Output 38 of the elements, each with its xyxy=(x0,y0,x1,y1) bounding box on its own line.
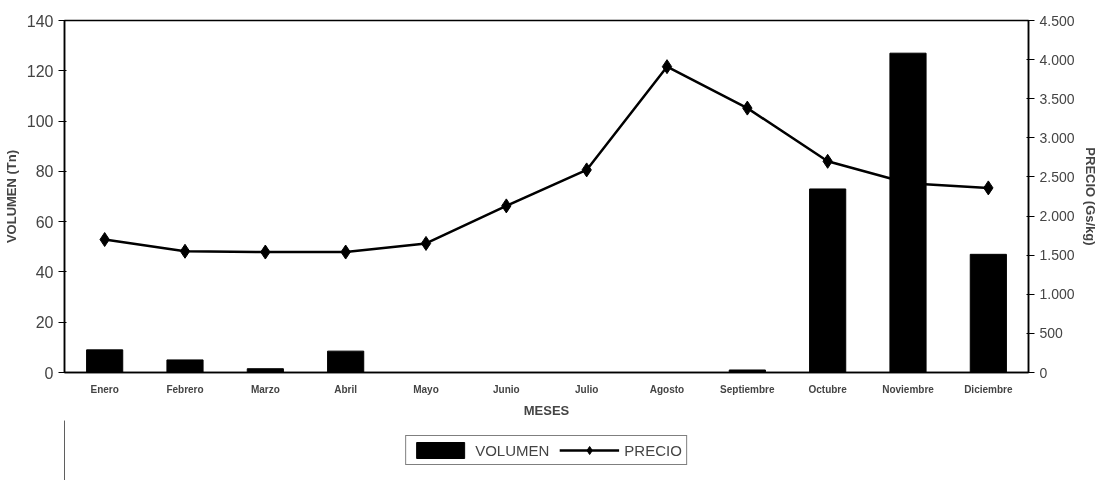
y-tick-label: 120 xyxy=(26,62,54,80)
x-tick-label: Agosto xyxy=(649,383,685,395)
y2-tick-label: 3.500 xyxy=(1039,90,1075,107)
legend-label: PRECIO xyxy=(624,441,682,459)
point xyxy=(661,59,673,75)
x-tick-label: Julio xyxy=(575,383,599,395)
x-axis-title: MESES xyxy=(523,402,570,418)
y2-tick-label: 3.000 xyxy=(1039,129,1075,146)
x-tick-label: Enero xyxy=(90,383,119,395)
y-axis-title: VOLUMEN (Tn) xyxy=(3,149,19,244)
y-tick-label: 140 xyxy=(26,12,54,30)
y2-tick-label: 2.000 xyxy=(1039,208,1075,225)
point xyxy=(420,235,432,251)
y-tick-label: 100 xyxy=(26,113,54,131)
y-tick-label: 60 xyxy=(35,213,54,231)
x-tick-label: Noviembre xyxy=(882,383,935,395)
legend-label: VOLUMEN xyxy=(475,441,550,459)
x-tick-label: Febrero xyxy=(166,383,204,395)
point xyxy=(179,243,191,259)
y2-axis-title: PRECIO (Gs/kg) xyxy=(1082,147,1098,246)
y2-tick-label: 4.000 xyxy=(1039,51,1075,68)
y-tick-label: 80 xyxy=(35,163,54,181)
x-tick-label: Abril xyxy=(334,383,358,395)
x-tick-label: Marzo xyxy=(250,383,280,395)
x-tick-label: Junio xyxy=(493,383,520,395)
y2-tick-label: 500 xyxy=(1039,325,1064,342)
y2-tick-label: 1.000 xyxy=(1039,286,1075,303)
x-tick-label: Diciembre xyxy=(964,383,1013,395)
x-tick-label: Octubre xyxy=(808,383,848,395)
y2-tick-label: 4.500 xyxy=(1039,12,1075,29)
y-tick-label: 20 xyxy=(35,314,54,332)
y2-tick-label: 1.500 xyxy=(1039,247,1075,264)
x-tick-label: Mayo xyxy=(413,383,439,395)
y-tick-label: 0 xyxy=(44,364,54,382)
y-tick-label: 40 xyxy=(35,263,54,281)
y2-tick-label: 2.500 xyxy=(1039,168,1075,185)
x-tick-label: Septiembre xyxy=(720,383,775,395)
y2-tick-label: 0 xyxy=(1039,364,1048,381)
